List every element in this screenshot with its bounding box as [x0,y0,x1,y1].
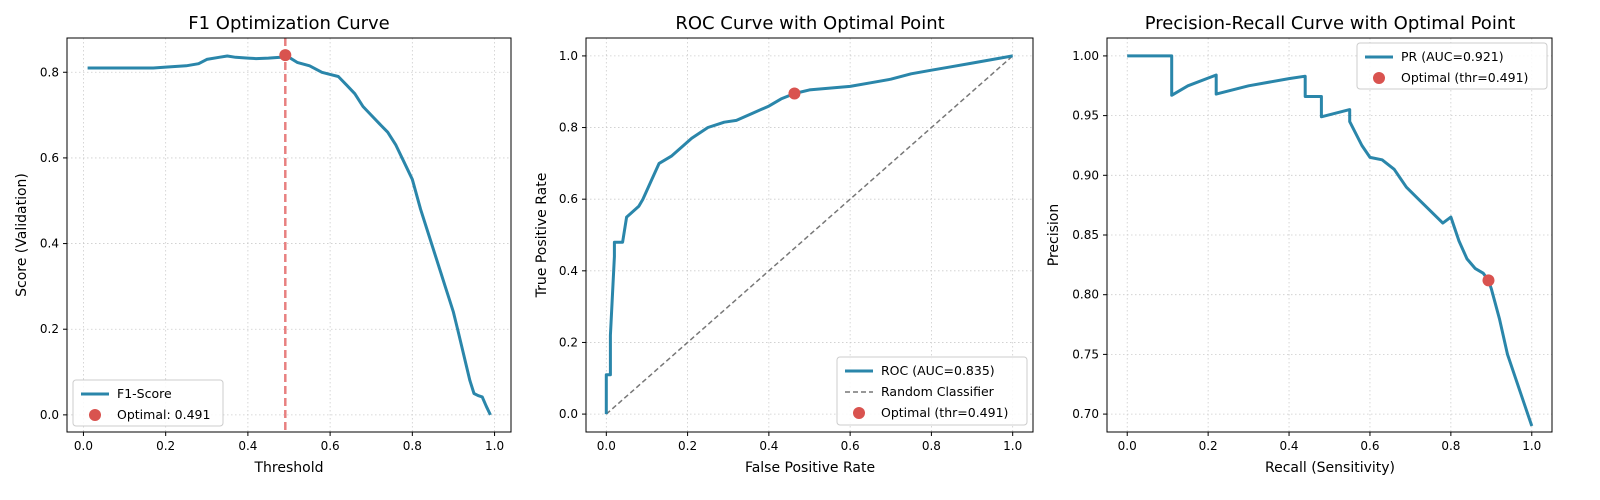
roc-legend-optimal-swatch [853,407,865,419]
pr-plot-frame [1106,37,1553,433]
f1-legend-curve-label: F1-Score [117,386,172,401]
pr-optimal-point [1482,274,1495,287]
f1-legend-box [72,379,224,427]
f1-chart-xlabel: Threshold [254,460,324,476]
roc-xtick-label-3: 0.6 [841,439,860,453]
roc-legend: ROC (AUC=0.835) Random Classifier Optimal … [836,356,1028,426]
pr-legend-curve-label: PR (AUC=0.921) [1401,49,1504,64]
f1-ytick-label-2: 0.4 [40,237,59,251]
f1-chart-title: F1 Optimization Curve [188,13,390,34]
roc-chart-title: ROC Curve with Optimal Point [675,13,944,34]
pr-main-curve [1127,54,1534,427]
roc-legend-curve-label: ROC (AUC=0.835) [881,363,995,378]
pr-chart-panel: Precision-Recall Curve with Optimal Poin… [1046,13,1553,476]
pr-ytick-label-2: 0.80 [1072,288,1099,302]
roc-xtick-label-4: 0.8 [922,439,941,453]
f1-xtick-label-5: 1.0 [485,439,504,453]
roc-ytick-label-1: 0.2 [559,335,578,349]
f1-plot-frame [66,37,512,433]
roc-chart-panel: ROC Curve with Optimal Point False Posit… [534,13,1034,476]
roc-xtick-label-2: 0.4 [759,439,778,453]
pr-legend-box [1356,42,1548,90]
f1-ytick-label-4: 0.8 [40,65,59,79]
pr-ytick-label-0: 0.70 [1072,407,1099,421]
f1-chart-panel: F1 Optimization Curve Threshold Score (V… [14,13,512,476]
pr-legend: PR (AUC=0.921) Optimal (thr=0.491) [1356,42,1548,90]
f1-legend-optimal-swatch [89,409,101,421]
pr-ytick-label-1: 0.75 [1072,347,1099,361]
f1-legend: F1-Score Optimal: 0.491 [72,379,224,427]
f1-ytick-label-1: 0.2 [40,322,59,336]
roc-ytick-label-5: 1.0 [559,49,578,63]
pr-chart-title: Precision-Recall Curve with Optimal Poin… [1145,13,1516,34]
f1-xtick-label-3: 0.6 [321,439,340,453]
f1-chart-ylabel: Score (Validation) [14,173,30,297]
f1-legend-optimal-label: Optimal: 0.491 [117,407,210,422]
roc-plot-frame [585,37,1034,433]
roc-ytick-label-4: 0.8 [559,121,578,135]
f1-main-curve [87,53,492,416]
roc-chart-ylabel: True Positive Rate [534,173,550,299]
roc-legend-optimal-label: Optimal (thr=0.491) [881,405,1008,420]
roc-legend-random-label: Random Classifier [881,384,995,399]
pr-legend-optimal-label: Optimal (thr=0.491) [1401,70,1528,85]
f1-ytick-label-3: 0.6 [40,151,59,165]
f1-optimal-point [279,49,292,62]
roc-legend-box [836,356,1028,426]
roc-random-classifier-line [605,55,1014,415]
pr-xtick-label-2: 0.4 [1279,439,1298,453]
roc-chart-xlabel: False Positive Rate [745,460,875,476]
f1-xtick-label-2: 0.4 [238,439,257,453]
roc-xtick-label-0: 0.0 [597,439,616,453]
roc-main-curve [604,54,1013,415]
pr-xtick-label-5: 1.0 [1522,439,1541,453]
pr-chart-xlabel: Recall (Sensitivity) [1265,460,1395,476]
pr-xtick-label-0: 0.0 [1118,439,1137,453]
roc-ytick-label-0: 0.0 [559,407,578,421]
f1-xtick-label-4: 0.8 [403,439,422,453]
f1-xtick-label-0: 0.0 [74,439,93,453]
roc-xtick-label-1: 0.2 [678,439,697,453]
pr-xtick-label-1: 0.2 [1199,439,1218,453]
pr-xtick-label-4: 0.8 [1441,439,1460,453]
pr-ytick-label-4: 0.90 [1072,168,1099,182]
pr-ytick-label-3: 0.85 [1072,228,1099,242]
f1-ytick-label-0: 0.0 [40,408,59,422]
roc-ytick-label-3: 0.6 [559,192,578,206]
pr-chart-ylabel: Precision [1046,204,1062,266]
pr-xtick-label-3: 0.6 [1360,439,1379,453]
pr-ytick-label-6: 1.00 [1072,49,1099,63]
roc-xtick-label-5: 1.0 [1003,439,1022,453]
f1-xtick-label-1: 0.2 [156,439,175,453]
roc-ytick-label-2: 0.4 [559,264,578,278]
roc-optimal-point [788,87,801,100]
pr-ytick-label-5: 0.95 [1072,109,1099,123]
pr-legend-optimal-swatch [1373,72,1385,84]
